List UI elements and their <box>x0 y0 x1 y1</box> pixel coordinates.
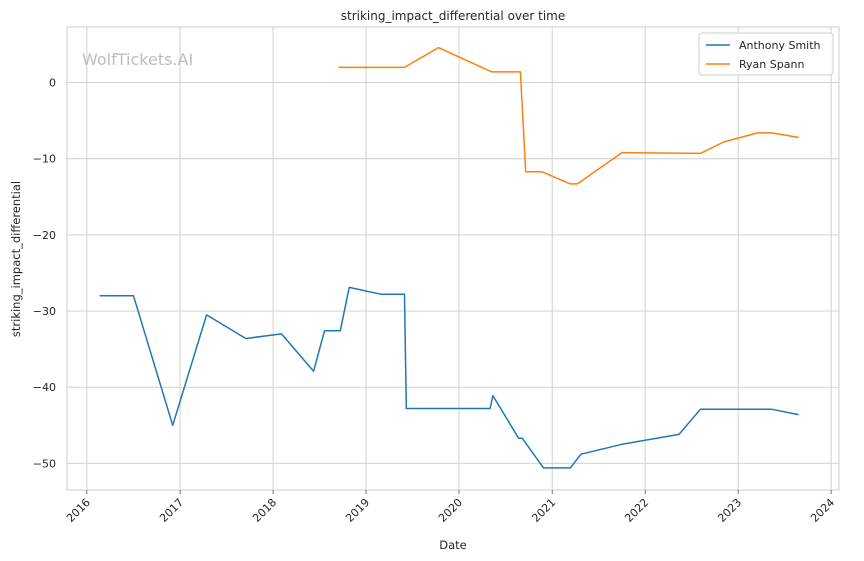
legend-label-ryan-spann: Ryan Spann <box>739 58 804 71</box>
series-line-anthony-smith <box>99 286 799 469</box>
series-lines <box>99 46 799 469</box>
x-tick-label-2017: 2017 <box>157 496 186 525</box>
y-tick-label--30: −30 <box>33 305 56 318</box>
legend-box <box>698 32 834 76</box>
plot-area-frame <box>66 26 840 491</box>
x-tick-label-2019: 2019 <box>343 496 372 525</box>
series-line-ryan-spann <box>338 46 799 185</box>
y-tick-label--10: −10 <box>33 153 56 166</box>
x-tick-label-2024: 2024 <box>808 496 837 525</box>
x-tick-label-2022: 2022 <box>622 496 651 525</box>
y-tick-label--50: −50 <box>33 457 56 470</box>
x-axis-label: Date <box>439 538 467 552</box>
x-tick-label-2020: 2020 <box>436 496 465 525</box>
x-tick-label-2021: 2021 <box>529 496 558 525</box>
y-tick-label-0: 0 <box>49 77 56 90</box>
x-tick-label-2018: 2018 <box>250 496 279 525</box>
y-tick-label--40: −40 <box>33 381 56 394</box>
legend-label-anthony-smith: Anthony Smith <box>739 39 821 52</box>
y-axis-label: striking_impact_differential <box>9 181 23 337</box>
y-axis-ticks: 0 −10 −20 −30 −40 −50 <box>33 77 56 471</box>
x-axis-ticks: 2016 2017 2018 2019 2020 2021 2022 2023 2024 <box>64 490 837 525</box>
chart-title: striking_impact_differential over time <box>341 9 566 23</box>
y-tick-label--20: −20 <box>33 229 56 242</box>
grid-lines <box>67 27 839 490</box>
x-tick-label-2023: 2023 <box>715 496 744 525</box>
x-tick-label-2016: 2016 <box>64 496 93 525</box>
watermark-text: WolfTickets.AI <box>82 50 193 69</box>
legend: Anthony Smith Ryan Spann <box>698 32 834 76</box>
